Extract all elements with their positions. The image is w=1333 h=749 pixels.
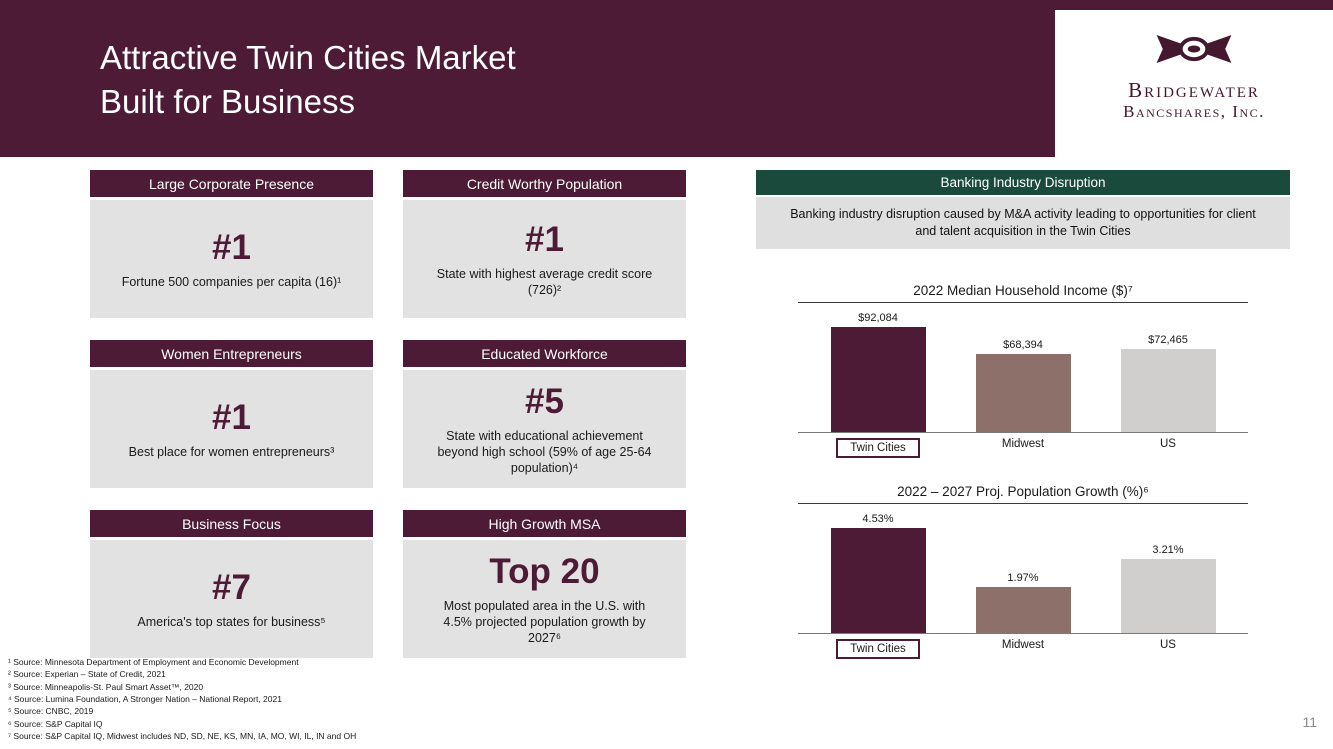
chart-median-household-income: 2022 Median Household Income ($)⁷ $92,08…	[798, 283, 1248, 458]
bar-group: $68,394	[975, 338, 1071, 432]
card-desc: America's top states for business⁵	[137, 614, 326, 629]
card-desc: State with highest average credit score …	[436, 266, 653, 297]
card-desc: State with educational achievement beyon…	[437, 428, 652, 476]
card-stat: #1	[212, 397, 251, 437]
card-stat: #7	[212, 567, 251, 607]
card-title: Large Corporate Presence	[90, 170, 373, 197]
bar-value-label: $92,084	[858, 311, 898, 324]
bridgewater-logo-icon	[1156, 34, 1232, 64]
card-body: #1 State with highest average credit sco…	[403, 200, 686, 318]
bar-value-label: $68,394	[1003, 338, 1043, 351]
plot-area: $92,084 $68,394 $72,465	[798, 303, 1248, 433]
bar-value-label: $72,465	[1148, 333, 1188, 346]
bar	[1120, 348, 1216, 432]
card-stat: #5	[525, 381, 564, 421]
page-title: Attractive Twin Cities Market Built for …	[100, 39, 516, 120]
card-body: #7 America's top states for business⁵	[90, 540, 373, 658]
card-desc: Fortune 500 companies per capita (16)¹	[121, 274, 342, 289]
stat-card-credit-worthy-population: Credit Worthy Population #1 State with h…	[403, 170, 686, 318]
card-body: #1 Best place for women entrepreneurs³	[90, 370, 373, 488]
right-panel: Banking Industry Disruption Banking indu…	[756, 170, 1290, 659]
chart-population-growth: 2022 – 2027 Proj. Population Growth (%)⁶…	[798, 484, 1248, 659]
card-title: High Growth MSA	[403, 510, 686, 537]
logo-company-name: Bridgewater	[1128, 78, 1260, 102]
logo-panel: Bridgewater Bancshares, Inc.	[1055, 10, 1333, 157]
stat-card-business-focus: Business Focus #7 America's top states f…	[90, 510, 373, 658]
bar-group: $92,084	[830, 311, 926, 432]
top-accent-strip	[0, 0, 1333, 10]
footnote-line: ⁷ Source: S&P Capital IQ, Midwest includ…	[8, 730, 357, 741]
footnote-line: ³ Source: Minneapolis-St. Paul Smart Ass…	[8, 681, 204, 692]
header: Attractive Twin Cities Market Built for …	[0, 10, 1333, 157]
bar-value-label: 4.53%	[862, 512, 894, 525]
category-label: Midwest	[1001, 437, 1045, 450]
bar-value-label: 3.21%	[1152, 543, 1184, 556]
card-stat: #1	[525, 219, 564, 259]
bar-group: 3.21%	[1120, 543, 1216, 633]
banking-disruption-body: Banking industry disruption caused by M&…	[756, 197, 1290, 249]
bar	[830, 527, 926, 633]
chart-title: 2022 – 2027 Proj. Population Growth (%)⁶	[798, 484, 1248, 504]
stat-cards-grid: Large Corporate Presence #1 Fortune 500 …	[90, 170, 686, 658]
category-label: Twin Cities	[831, 638, 926, 659]
header-band: Attractive Twin Cities Market Built for …	[0, 10, 1055, 157]
card-stat: #1	[212, 227, 251, 267]
category-labels: Twin Cities Midwest US	[798, 638, 1248, 659]
category-label: US	[1160, 437, 1176, 450]
stat-card-educated-workforce: Educated Workforce #5 State with educati…	[403, 340, 686, 488]
card-title: Credit Worthy Population	[403, 170, 686, 197]
bar	[975, 353, 1071, 432]
card-title: Business Focus	[90, 510, 373, 537]
card-title: Women Entrepreneurs	[90, 340, 373, 367]
footnote-line: ⁵ Source: CNBC, 2019	[8, 706, 94, 717]
plot-area: 4.53% 1.97% 3.21%	[798, 504, 1248, 634]
card-title: Educated Workforce	[403, 340, 686, 367]
footnotes: ¹ Source: Minnesota Department of Employ…	[8, 656, 356, 742]
logo-company-subname: Bancshares, Inc.	[1123, 102, 1265, 122]
footnote-line: ⁶ Source: S&P Capital IQ	[8, 718, 103, 729]
card-body: #1 Fortune 500 companies per capita (16)…	[90, 200, 373, 318]
category-label: US	[1160, 638, 1176, 651]
page-number: 11	[1302, 714, 1317, 730]
bar-group: 4.53%	[830, 512, 926, 633]
card-desc: Best place for women entrepreneurs³	[128, 444, 335, 459]
stat-card-large-corporate-presence: Large Corporate Presence #1 Fortune 500 …	[90, 170, 373, 318]
bar-group: 1.97%	[975, 571, 1071, 633]
card-body: #5 State with educational achievement be…	[403, 370, 686, 488]
card-body: Top 20 Most populated area in the U.S. w…	[403, 540, 686, 658]
stat-card-high-growth-msa: High Growth MSA Top 20 Most populated ar…	[403, 510, 686, 658]
bar-group: $72,465	[1120, 333, 1216, 432]
footnote-line: ¹ Source: Minnesota Department of Employ…	[8, 657, 299, 667]
footnote-line: ² Source: Experian – State of Credit, 20…	[8, 669, 166, 680]
stat-card-women-entrepreneurs: Women Entrepreneurs #1 Best place for wo…	[90, 340, 373, 488]
bar	[975, 586, 1071, 633]
footnote-line: ⁴ Source: Lumina Foundation, A Stronger …	[8, 693, 282, 704]
chart-title: 2022 Median Household Income ($)⁷	[798, 283, 1248, 303]
category-labels: Twin Cities Midwest US	[798, 437, 1248, 458]
category-label: Twin Cities	[831, 437, 926, 458]
category-label: Midwest	[1001, 638, 1045, 651]
bar-value-label: 1.97%	[1007, 571, 1039, 584]
card-desc: Most populated area in the U.S. with 4.5…	[443, 598, 646, 646]
bar	[1120, 558, 1216, 633]
banking-disruption-header: Banking Industry Disruption	[756, 170, 1290, 195]
bar	[830, 326, 926, 432]
card-stat: Top 20	[489, 551, 600, 591]
